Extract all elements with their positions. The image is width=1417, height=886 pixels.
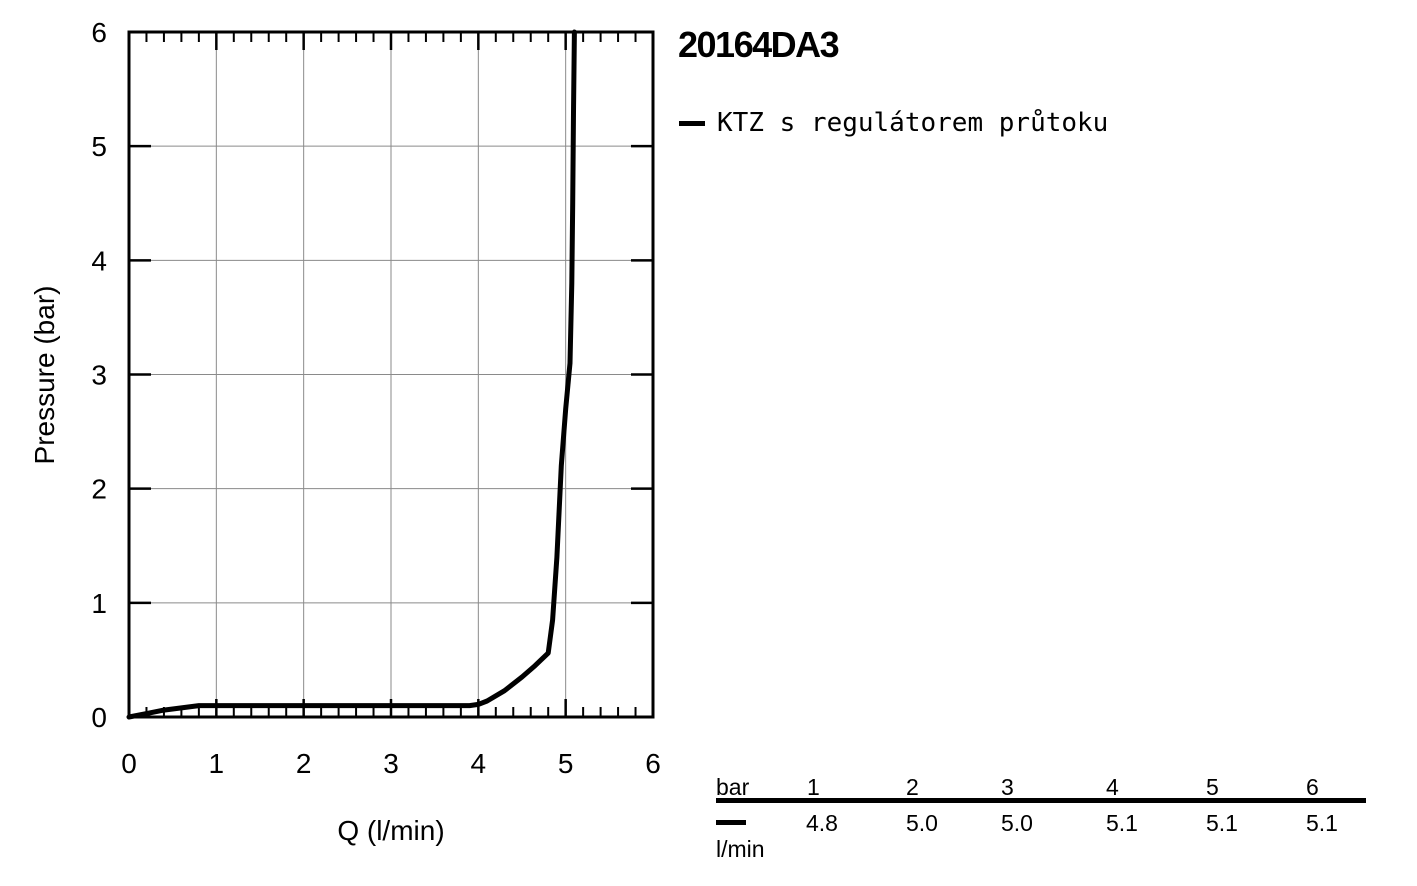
table-cell: 4.8 [806, 810, 838, 836]
x-tick-label: 6 [645, 748, 661, 779]
table-cell: 5.0 [1001, 810, 1033, 836]
table-col-header: 4 [1106, 774, 1119, 800]
y-tick-label: 0 [91, 702, 107, 733]
y-tick-label: 5 [91, 131, 107, 162]
y-tick-label: 4 [91, 245, 107, 276]
x-tick-label: 4 [471, 748, 487, 779]
y-tick-label: 3 [91, 360, 107, 391]
legend: KTZ s regulátorem průtoku [679, 108, 1108, 138]
table-cell: 5.0 [906, 810, 938, 836]
plot-frame [127, 30, 655, 719]
table-col-header: 2 [906, 774, 919, 800]
x-tick-label: 0 [121, 748, 137, 779]
legend-swatch [679, 120, 705, 126]
y-axis-title: Pressure (bar) [29, 286, 60, 465]
x-axis-title: Q (l/min) [337, 815, 444, 846]
x-tick-label: 3 [383, 748, 399, 779]
table-col-header: 1 [807, 774, 820, 800]
flow-table: bar 1 2 3 4 5 6 l/min 4.8 5.0 5.0 5.1 5.… [716, 774, 1366, 862]
y-tick-label: 2 [91, 474, 107, 505]
grid-lines [129, 32, 653, 717]
table-series-swatch [716, 820, 746, 825]
table-cell: 5.1 [1306, 810, 1338, 836]
chart-title: 20164DA3 [678, 24, 840, 65]
y-tick-label: 6 [91, 17, 107, 48]
table-rule [716, 798, 1366, 803]
table-cell: 5.1 [1106, 810, 1138, 836]
x-tick-label: 1 [209, 748, 225, 779]
legend-label: KTZ s regulátorem průtoku [717, 108, 1109, 138]
series-line-ktz [126, 29, 577, 720]
table-col-header: 5 [1206, 774, 1219, 800]
y-tick-label: 1 [91, 588, 107, 619]
flow-table-row: l/min 4.8 5.0 5.0 5.1 5.1 5.1 [716, 800, 1366, 862]
x-tick-label: 5 [558, 748, 574, 779]
table-col-header: 6 [1306, 774, 1319, 800]
table-cell: 5.1 [1206, 810, 1238, 836]
table-unit-label: l/min [716, 836, 765, 862]
table-col-header: 3 [1001, 774, 1014, 800]
table-header-label: bar [716, 774, 750, 800]
flow-table-header: bar 1 2 3 4 5 6 [716, 774, 1366, 803]
x-tick-label: 2 [296, 748, 312, 779]
tick-labels: 0 1 2 3 4 5 6 0 1 2 3 4 5 6 [91, 17, 660, 779]
